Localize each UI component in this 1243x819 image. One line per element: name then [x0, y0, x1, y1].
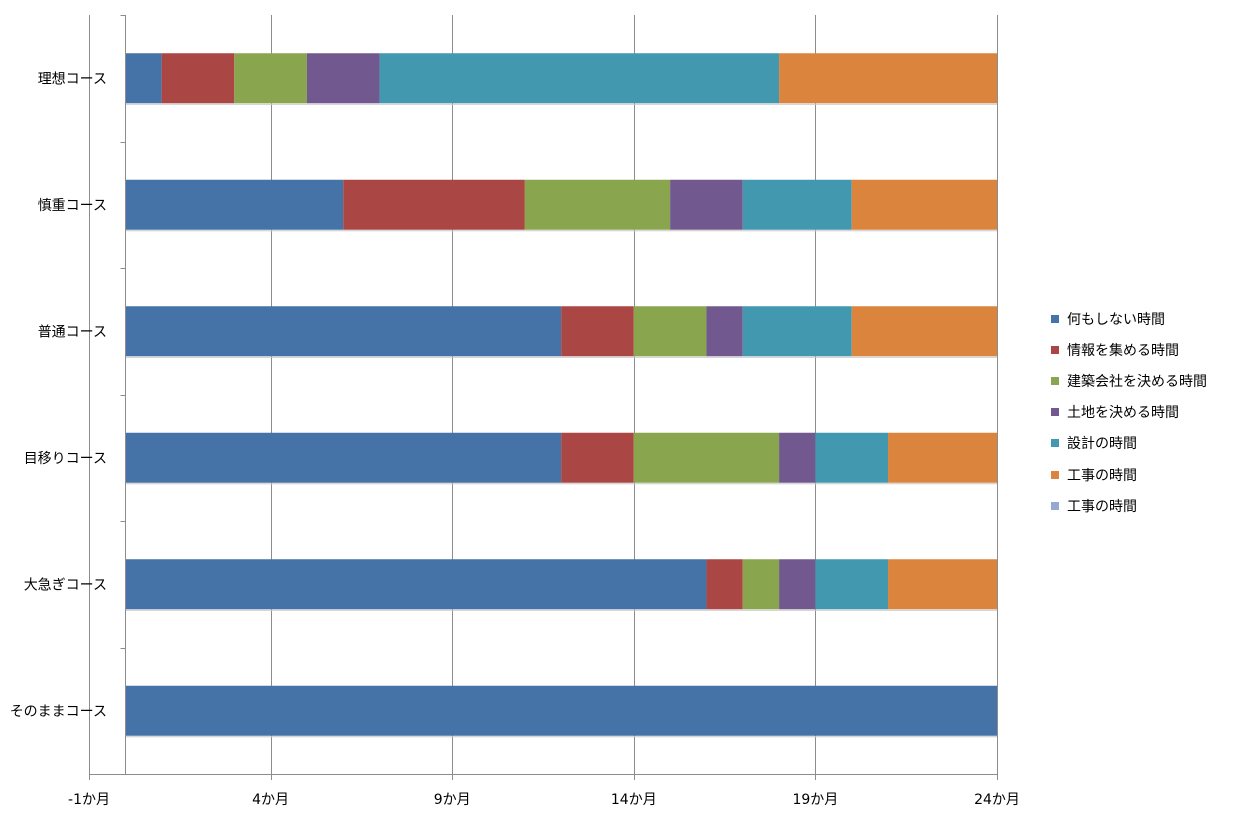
- bar-segment: [742, 559, 780, 610]
- legend-swatch: [1051, 501, 1059, 510]
- x-tick-label: 24か月: [974, 792, 1020, 808]
- bar-segment: [815, 432, 889, 483]
- bar-segment: [306, 53, 380, 104]
- bar-segment: [888, 559, 997, 610]
- legend-label: 何もしない時間: [1067, 311, 1165, 328]
- legend-item: 工事の時間: [1051, 490, 1207, 521]
- legend-item: 工事の時間: [1051, 459, 1207, 490]
- legend-item: 設計の時間: [1051, 428, 1207, 459]
- bar-segment: [234, 53, 307, 104]
- legend: 何もしない時間 情報を集める時間建築会社を決める時間 土地を決める時間 設計の時間工事…: [1051, 303, 1207, 521]
- legend-item: 何もしない時間: [1051, 303, 1207, 334]
- y-tick-label: 普通コース: [38, 324, 107, 340]
- bar-segment: [742, 306, 852, 357]
- bar-segment: [125, 53, 162, 104]
- bar-segment: [125, 559, 707, 610]
- bar-segment: [633, 432, 780, 483]
- bar-segment: [706, 559, 743, 610]
- bar-segment: [379, 53, 780, 104]
- y-tick-label: 慎重コース: [38, 198, 107, 214]
- legend-item: 建築会社を決める時間: [1051, 365, 1207, 396]
- x-tick-label: 9か月: [434, 792, 471, 808]
- bar-segment: [561, 306, 634, 357]
- bar-segment: [161, 53, 235, 104]
- legend-item: 土地を決める時間: [1051, 397, 1207, 428]
- bar-segment: [779, 432, 816, 483]
- legend-label: 建築会社を決める時間: [1067, 373, 1207, 390]
- legend-swatch: [1051, 439, 1059, 448]
- x-tick-label: 4か月: [252, 792, 289, 808]
- axes: [89, 15, 998, 780]
- bar-segment: [851, 179, 997, 230]
- legend-label: 設計の時間: [1067, 436, 1137, 453]
- bar-segment: [524, 179, 671, 230]
- legend-label: 土地を決める時間: [1067, 405, 1179, 422]
- legend-label: 工事の時間: [1067, 498, 1137, 515]
- bar-segment: [125, 685, 997, 736]
- bars: [125, 53, 997, 738]
- bar-segment: [343, 179, 525, 230]
- legend-swatch: [1051, 314, 1059, 323]
- bar-segment: [851, 306, 997, 357]
- y-tick-label: そのままコース: [10, 704, 107, 720]
- bar-segment: [779, 559, 816, 610]
- bar-segment: [888, 432, 997, 483]
- bar-segment: [742, 179, 852, 230]
- bar-segment: [561, 432, 634, 483]
- legend-label: 工事の時間: [1067, 467, 1137, 484]
- x-axis-tick-labels: -1か月 4か月 9か月 14か月 19か月 24か月: [68, 792, 1020, 808]
- bar-segment: [779, 53, 997, 104]
- y-tick-label: 目移りコース: [24, 451, 107, 467]
- x-tick-label: 19か月: [792, 792, 838, 808]
- legend-swatch: [1051, 345, 1059, 354]
- legend-swatch: [1051, 376, 1059, 385]
- legend-label: 情報を集める時間: [1067, 342, 1179, 359]
- bar-segment: [815, 559, 889, 610]
- legend-swatch: [1051, 408, 1059, 417]
- y-tick-label: 大急ぎコース: [24, 577, 107, 593]
- gridlines: [89, 15, 998, 774]
- bar-segment: [706, 306, 743, 357]
- bar-segment: [125, 179, 344, 230]
- bar-segment: [125, 306, 562, 357]
- legend-item: 情報を集める時間: [1051, 334, 1207, 365]
- bar-segment: [633, 306, 707, 357]
- bar-segment: [670, 179, 743, 230]
- x-tick-label: 14か月: [611, 792, 657, 808]
- legend-swatch: [1051, 470, 1059, 479]
- y-tick-label: 理想コース: [38, 71, 107, 87]
- bar-segment: [125, 432, 562, 483]
- x-tick-label: -1か月: [68, 792, 110, 808]
